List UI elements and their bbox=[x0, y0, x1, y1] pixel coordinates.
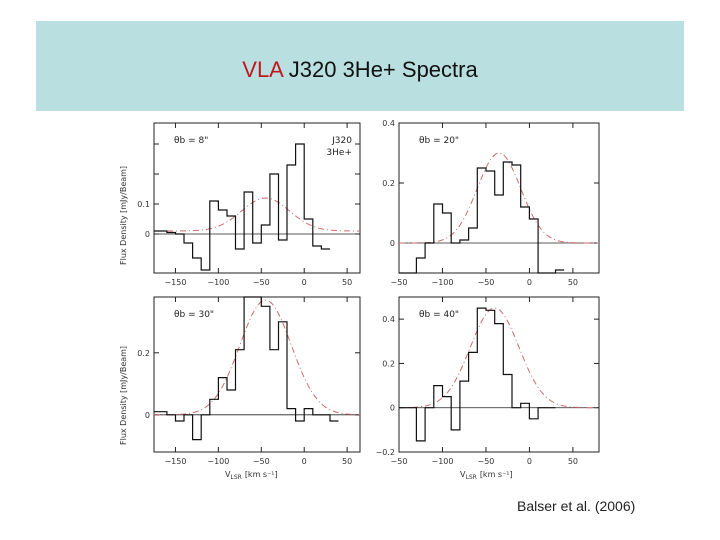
panel-frame bbox=[153, 296, 361, 453]
model-curve bbox=[399, 152, 599, 244]
x-tick-label: −50 bbox=[478, 457, 495, 466]
svg-text:VLSR[km s⁻¹]: VLSR [km s⁻¹] bbox=[460, 470, 513, 481]
x-tick-label: −50 bbox=[253, 457, 270, 466]
model-curve bbox=[154, 299, 361, 416]
beam-label: θb = 40" bbox=[419, 310, 459, 320]
x-tick-label: 50 bbox=[342, 278, 352, 287]
panel-frame bbox=[153, 122, 361, 274]
x-tick-label: −150 bbox=[164, 278, 186, 287]
y-axis-label-bottom: Flux Density [mJy/Beam] bbox=[119, 346, 128, 445]
x-tick-label: −100 bbox=[207, 278, 229, 287]
x-tick-label: 0 bbox=[527, 457, 532, 466]
line-label: 3He+ bbox=[326, 148, 352, 158]
y-tick-label: 0.1 bbox=[137, 200, 150, 209]
y-tick-label: 0 bbox=[145, 411, 150, 420]
x-tick-label: −150 bbox=[164, 457, 186, 466]
panel-frame bbox=[398, 296, 600, 453]
beam-label: θb = 30" bbox=[174, 310, 214, 320]
y-axis-label-top: Flux Density [mJy/Beam] bbox=[119, 166, 128, 265]
x-axis-label-left: VLSR [km s⁻¹] bbox=[225, 470, 278, 481]
spectrum-steps bbox=[399, 161, 565, 274]
x-tick-label: −100 bbox=[207, 457, 229, 466]
title-rest: J320 3He+ Spectra bbox=[282, 57, 478, 82]
x-tick-label: −50 bbox=[478, 278, 495, 287]
y-tick-label: −0.2 bbox=[376, 448, 395, 457]
spectrum-steps bbox=[154, 296, 339, 441]
spectra-figure: Flux Density [mJy/Beam] Flux Density [mJ… bbox=[110, 115, 610, 485]
y-tick-label: 0 bbox=[390, 239, 395, 248]
slide-title: VLA J320 3He+ Spectra bbox=[36, 57, 684, 83]
panel-bottom-left: −150 −100 −50 0 50 0 0.2 θb = 30" bbox=[137, 296, 361, 466]
y-tick-label: 0.2 bbox=[382, 359, 395, 368]
x-tick-label: 50 bbox=[568, 457, 578, 466]
source-label: J320 bbox=[331, 136, 352, 146]
x-tick-label: 50 bbox=[568, 278, 578, 287]
title-accent: VLA bbox=[242, 57, 283, 82]
x-tick-label: −50 bbox=[253, 278, 270, 287]
model-curve bbox=[154, 197, 360, 232]
model-curve bbox=[399, 307, 599, 409]
citation: Balser et al. (2006) bbox=[517, 498, 636, 514]
y-tick-label: 0 bbox=[390, 404, 395, 413]
panel-bottom-right: −50 −100 −50 0 50 −0.2 0 0.2 0.4 θb = 40" bbox=[376, 296, 600, 466]
y-tick-label: 0.2 bbox=[137, 349, 150, 358]
x-tick-label: −50 bbox=[391, 457, 408, 466]
y-tick-label: 0.4 bbox=[382, 315, 395, 324]
x-tick-label: −50 bbox=[391, 278, 408, 287]
panel-frame bbox=[398, 122, 600, 274]
y-tick-label: 0.4 bbox=[382, 119, 395, 128]
y-tick-label: 0 bbox=[145, 230, 150, 239]
x-tick-label: 0 bbox=[527, 278, 532, 287]
spectrum-steps bbox=[399, 307, 556, 442]
x-tick-label: 0 bbox=[302, 457, 307, 466]
svg-text:VLSR[km s⁻¹]: VLSR [km s⁻¹] bbox=[225, 470, 278, 481]
x-tick-label: 50 bbox=[342, 457, 352, 466]
x-tick-label: 0 bbox=[302, 278, 307, 287]
y-tick-label: 0.2 bbox=[382, 179, 395, 188]
panel-top-right: −50 −100 −50 0 50 0 0.2 0.4 θb = 20" bbox=[382, 119, 600, 287]
x-axis-label-right: VLSR [km s⁻¹] bbox=[460, 470, 513, 481]
x-tick-label: −100 bbox=[431, 457, 453, 466]
title-bar: VLA J320 3He+ Spectra bbox=[36, 21, 684, 111]
beam-label: θb = 20" bbox=[419, 136, 459, 146]
panel-top-left: −150 −100 −50 0 50 0 0.1 θb = 8" J320 3He+ bbox=[137, 122, 361, 287]
beam-label: θb = 8" bbox=[174, 136, 208, 146]
spectrum-steps bbox=[154, 143, 330, 271]
spectra-svg: Flux Density [mJy/Beam] Flux Density [mJ… bbox=[119, 119, 600, 481]
x-tick-label: −100 bbox=[431, 278, 453, 287]
